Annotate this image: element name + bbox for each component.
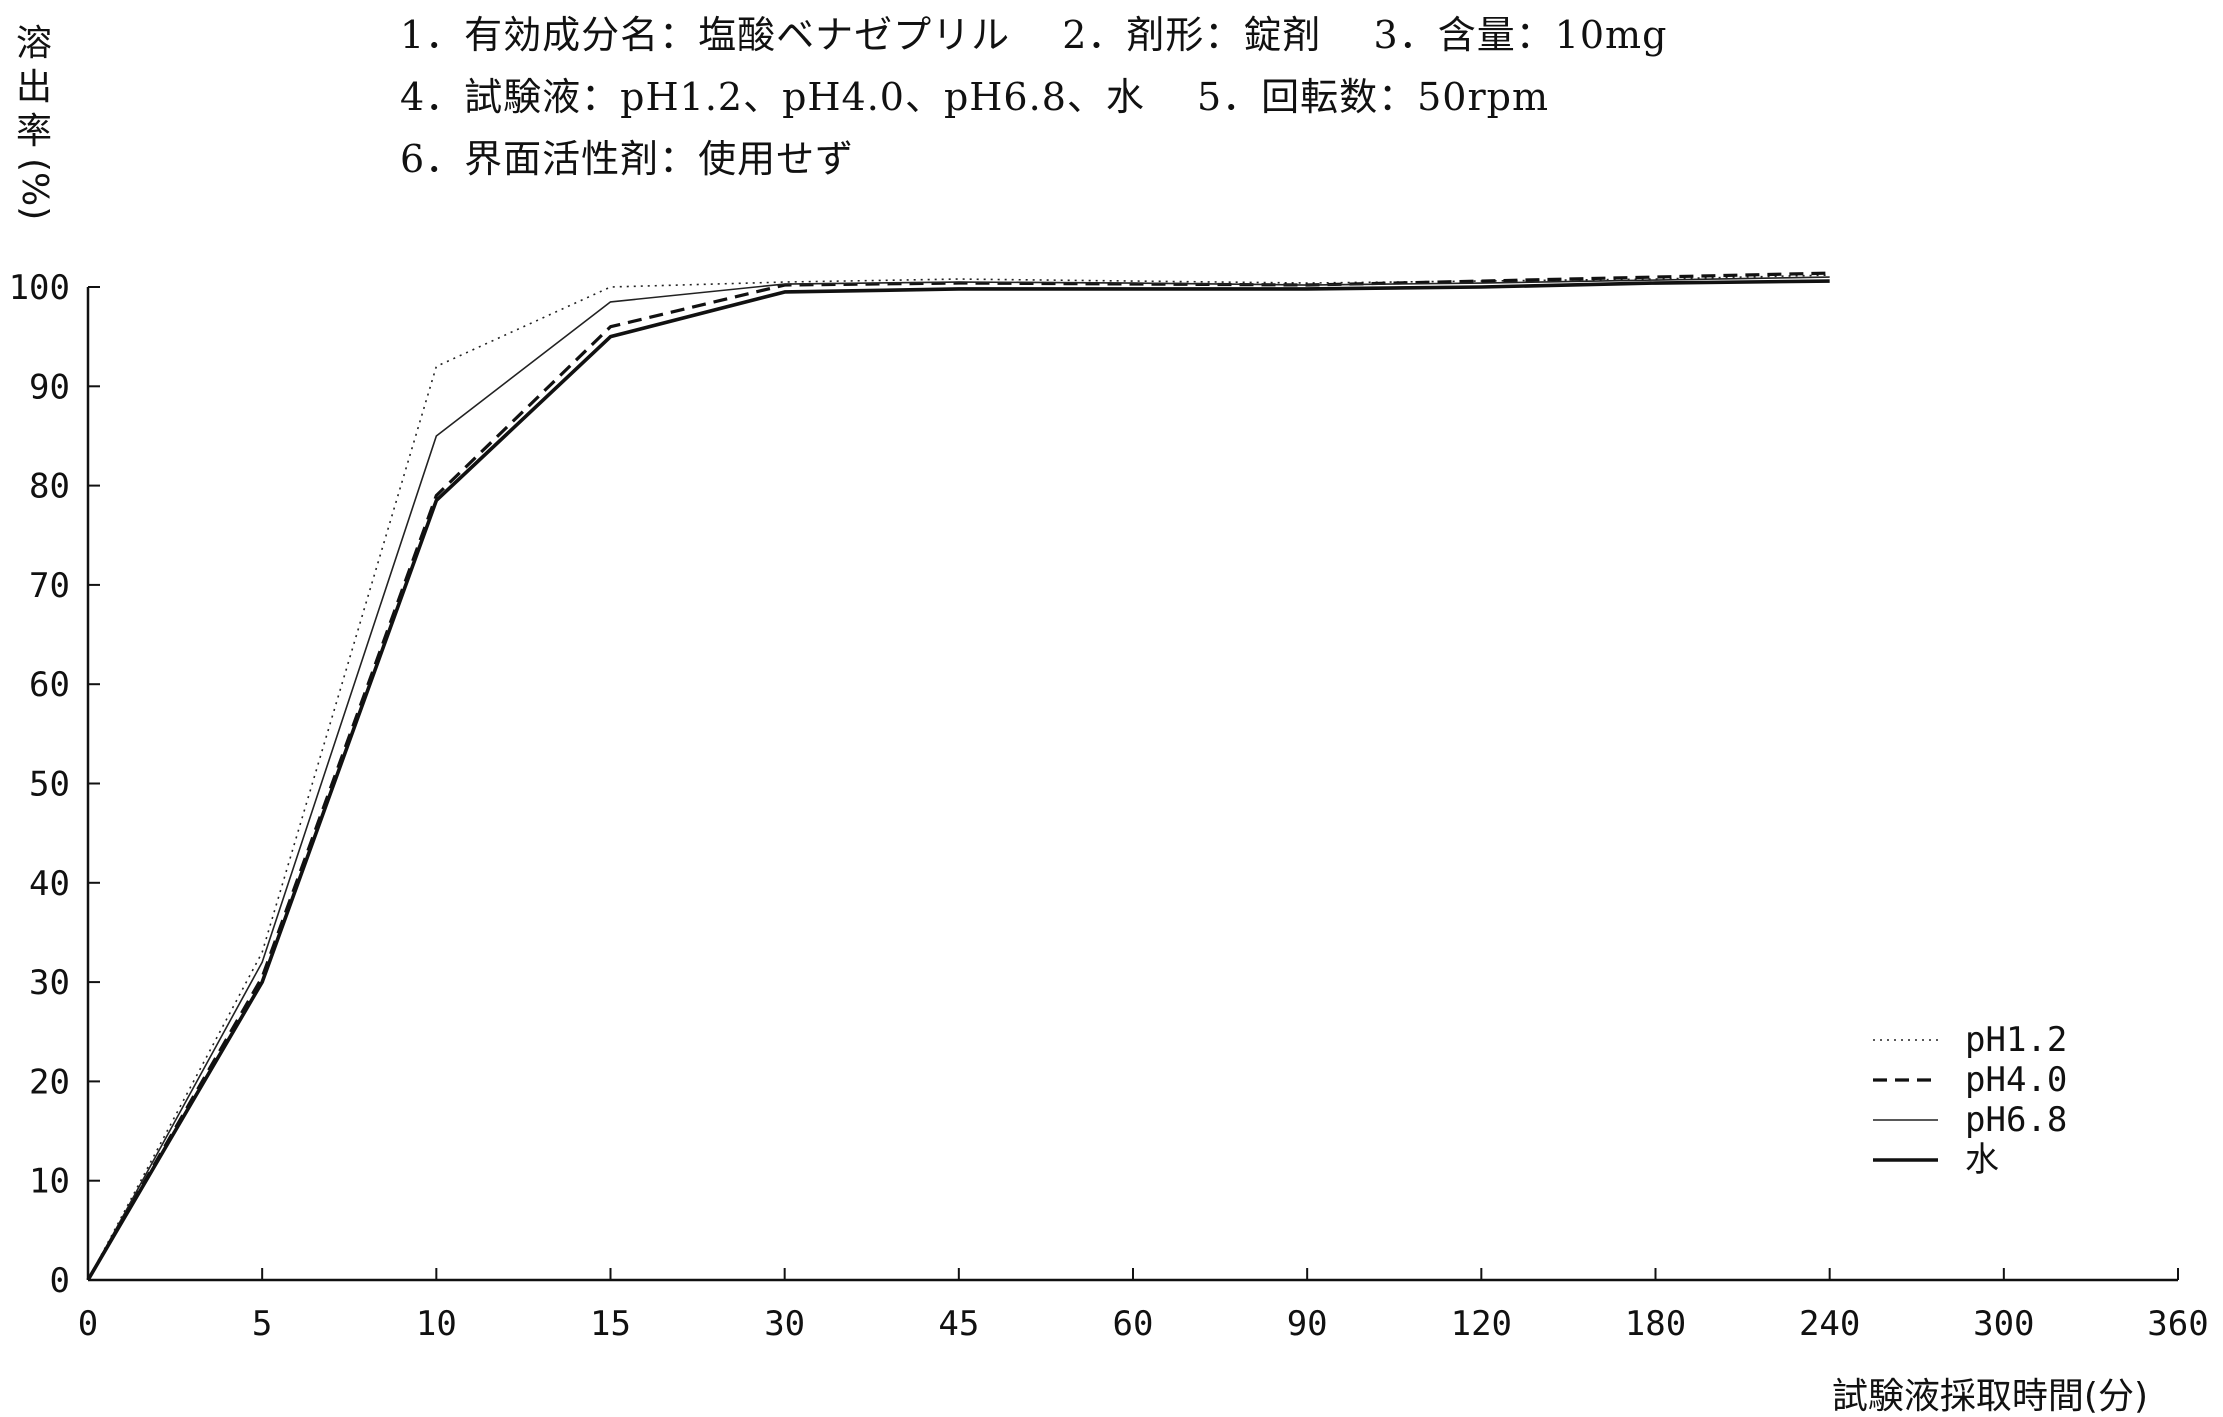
series-lines — [86, 271, 1830, 1281]
x-tick-label: 5 — [252, 1304, 272, 1344]
series-line-pH6.8 — [87, 276, 1830, 1281]
y-tick-label: 80 — [29, 467, 70, 507]
series-line-pH4.0 — [86, 271, 1830, 1281]
x-tick-label: 90 — [1287, 1304, 1328, 1344]
axes: 0 10 20 30 40 50 60 70 80 90 100 0 5 10 15 30 45 60 90 120 1… — [9, 268, 2209, 1344]
x-axis-label: 試験液採取時間(分) — [1832, 1376, 2148, 1417]
legend-label: 水 — [1965, 1140, 1999, 1180]
y-tick-label: 0 — [50, 1261, 70, 1301]
x-tick-label: 30 — [764, 1304, 805, 1344]
y-axis-label-char-1: 溶 — [15, 23, 52, 64]
y-tick-label: 90 — [29, 367, 70, 407]
x-tick-label: 240 — [1799, 1304, 1860, 1344]
y-tick-label: 50 — [29, 765, 70, 805]
x-tick-label: 300 — [1973, 1304, 2034, 1344]
header-line-2: 4．試験液：pH1.2、pH4.0、pH6.8、水 5．回転数：50rpm — [400, 75, 1550, 119]
y-tick-label: 100 — [9, 268, 70, 308]
y-tick-label: 40 — [29, 864, 70, 904]
x-tick-label: 180 — [1625, 1304, 1686, 1344]
y-tick-label: 60 — [29, 665, 70, 705]
x-tick-label: 10 — [416, 1304, 457, 1344]
y-tick-label: 20 — [29, 1062, 70, 1102]
x-tick-label: 45 — [938, 1304, 979, 1344]
header-line-3: 6．界面活性剤：使用せず — [400, 137, 855, 181]
y-tick-label: 30 — [29, 963, 70, 1003]
legend-label: pH1.2 — [1965, 1020, 2067, 1060]
y-axis-label-char-2: 出 — [15, 67, 52, 108]
y-axis-label-char-3: 率 — [15, 111, 52, 152]
y-tick-label: 70 — [29, 566, 70, 606]
series-line-pH1.2 — [87, 274, 1830, 1281]
y-tick-label: 10 — [29, 1162, 70, 1202]
y-axis-label: 溶 出 率 (%) — [10, 22, 58, 220]
legend-label: pH4.0 — [1965, 1060, 2067, 1100]
series-line-水 — [86, 279, 1830, 1281]
header-line-1: 1．有効成分名：塩酸ベナゼプリル 2．剤形：錠剤 3．含量：10mg — [400, 13, 1668, 57]
x-tick-label: 60 — [1113, 1304, 1154, 1344]
x-tick-label: 15 — [590, 1304, 631, 1344]
x-tick-label: 120 — [1451, 1304, 1512, 1344]
legend-label: pH6.8 — [1965, 1100, 2067, 1140]
x-tick-label: 360 — [2147, 1304, 2208, 1344]
x-tick-label: 0 — [78, 1304, 98, 1344]
